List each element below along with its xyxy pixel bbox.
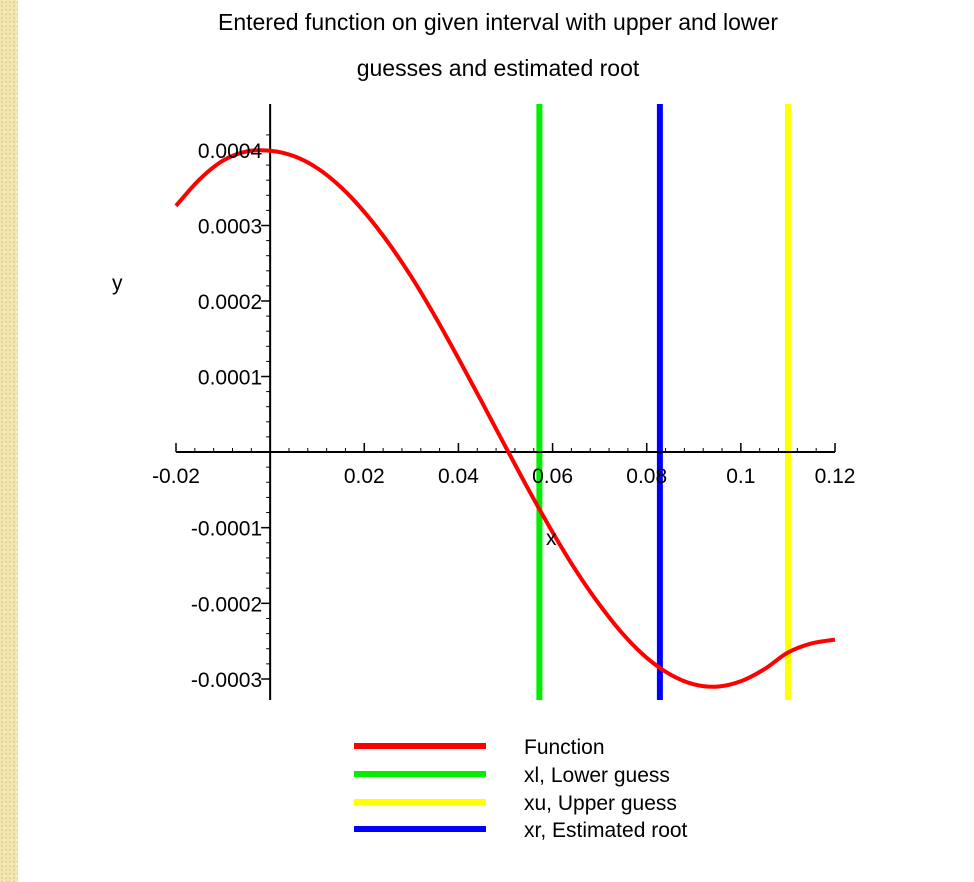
legend-label: xu, Upper guess (524, 792, 677, 815)
function-curve-layer (174, 148, 836, 689)
x-tick-label: 0.06 (532, 465, 573, 488)
plot-panel: Entered function on given interval with … (18, 0, 974, 882)
x-tick-label: -0.02 (152, 465, 200, 488)
guess-lines (536, 104, 791, 700)
legend: Function xl, Lower guess xu, Upper guess xr… (354, 736, 688, 842)
y-tick-label: -0.0001 (191, 518, 262, 541)
y-tick-label: 0.0004 (198, 140, 263, 163)
axes (175, 104, 836, 700)
y-tick-label: -0.0003 (191, 669, 262, 692)
x-tick-label: 0.02 (344, 465, 385, 488)
x-axis-label: x (546, 527, 557, 550)
y-axis-label: y (112, 272, 123, 295)
x-tick-label: 0.04 (438, 465, 479, 488)
legend-label: xl, Lower guess (524, 764, 670, 787)
tick-labels: -0.02 0.02 0.04 0.06 0.08 0.1 0.12 0.0004 0.0003… (152, 140, 855, 692)
y-tick-label: 0.0001 (198, 367, 262, 390)
y-tick-label: -0.0002 (191, 593, 262, 616)
x-tick-label: 0.1 (726, 465, 755, 488)
chart-title-line-2: guesses and estimated root (357, 55, 640, 81)
function-curve (174, 148, 836, 689)
x-tick-label: 0.08 (626, 465, 667, 488)
chart: Entered function on given interval with … (112, 9, 855, 842)
chart-title-line-1: Entered function on given interval with … (218, 9, 778, 35)
y-tick-label: 0.0003 (198, 216, 262, 239)
y-tick-label: 0.0002 (198, 291, 262, 314)
legend-label: Function (524, 736, 605, 759)
legend-label: xr, Estimated root (524, 819, 688, 842)
x-tick-label: 0.12 (815, 465, 856, 488)
